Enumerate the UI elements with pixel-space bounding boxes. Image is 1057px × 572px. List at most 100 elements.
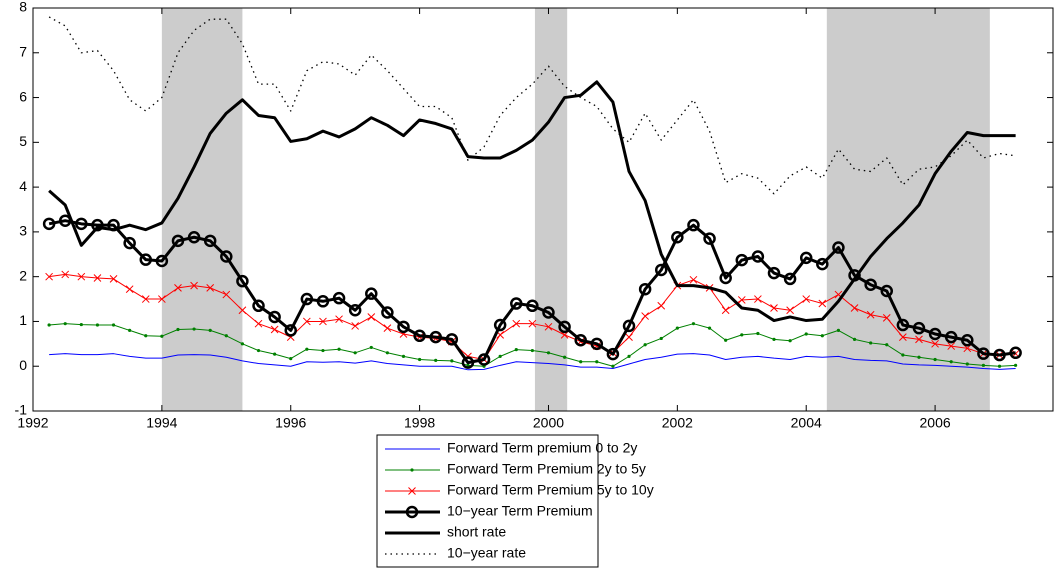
marker [63, 322, 67, 326]
y-tick-label: -1 [15, 402, 28, 418]
legend-label: 10−year rate [447, 545, 526, 561]
marker [562, 355, 567, 359]
marker [284, 324, 297, 337]
marker [965, 362, 969, 366]
marker [302, 317, 311, 326]
marker [316, 295, 330, 308]
y-tick-label: 4 [19, 178, 27, 194]
legend-swatch [405, 505, 419, 519]
marker [737, 296, 746, 304]
marker [79, 322, 83, 327]
series-line [49, 353, 1016, 371]
marker [751, 250, 765, 263]
marker [385, 351, 389, 355]
marker [401, 354, 406, 358]
marker [654, 263, 668, 277]
marker [820, 334, 824, 338]
marker [109, 275, 118, 283]
marker [786, 306, 794, 315]
marker [816, 257, 829, 271]
marker [981, 363, 986, 367]
series-line [48, 80, 1016, 323]
marker [671, 231, 684, 244]
marker [461, 356, 475, 369]
marker [369, 345, 373, 350]
marker [687, 218, 700, 232]
marker [866, 310, 875, 319]
series-line [48, 219, 1016, 365]
legend-label: 10−year Term Premium [447, 503, 593, 519]
marker [220, 250, 233, 263]
marker [864, 278, 877, 291]
marker [1009, 346, 1022, 360]
marker [300, 292, 314, 306]
marker [993, 348, 1006, 362]
marker [882, 314, 891, 322]
marker [335, 315, 343, 324]
marker [413, 329, 426, 343]
marker [896, 318, 910, 332]
legend-swatch [410, 468, 414, 472]
marker [770, 304, 778, 312]
marker [802, 295, 811, 303]
marker [832, 241, 845, 254]
marker [928, 327, 942, 341]
marker [836, 328, 841, 332]
marker [947, 342, 956, 350]
marker [348, 304, 362, 317]
marker [740, 333, 744, 337]
marker [268, 310, 281, 324]
marker [111, 323, 116, 327]
y-tick-label: 7 [19, 43, 27, 59]
marker [171, 234, 185, 248]
marker [238, 306, 247, 315]
marker [901, 353, 905, 357]
x-tick-label: 1996 [275, 415, 306, 431]
x-tick-label: 2002 [662, 415, 693, 431]
marker [818, 299, 827, 308]
marker [270, 325, 279, 334]
marker [512, 319, 521, 328]
marker [365, 287, 378, 300]
marker [353, 351, 357, 355]
marker [208, 328, 212, 332]
marker [627, 354, 631, 358]
marker [788, 339, 792, 343]
marker [595, 360, 599, 364]
marker [351, 322, 360, 330]
x-tick-label: 1994 [146, 415, 177, 431]
marker [611, 364, 615, 368]
marker [240, 342, 245, 346]
marker [128, 328, 132, 332]
marker [203, 234, 217, 248]
marker [256, 348, 261, 353]
marker [75, 217, 88, 231]
marker [289, 357, 293, 361]
legend-label: short rate [447, 524, 506, 540]
marker [61, 270, 70, 279]
marker [321, 348, 325, 353]
marker [381, 306, 394, 319]
marker [707, 326, 712, 330]
marker [187, 231, 201, 244]
marker [429, 330, 442, 344]
marker [606, 347, 620, 361]
marker [783, 272, 797, 286]
marker [622, 319, 636, 333]
x-tick-label: 2004 [791, 415, 822, 431]
marker [590, 337, 604, 351]
marker [544, 322, 553, 331]
marker [466, 363, 470, 367]
marker [638, 282, 652, 296]
marker [95, 323, 100, 327]
marker [949, 360, 953, 364]
marker [574, 334, 587, 347]
marker [933, 357, 937, 362]
marker [675, 326, 679, 330]
marker [418, 357, 422, 362]
marker [558, 320, 571, 334]
marker [526, 299, 539, 313]
marker [510, 297, 523, 310]
marker [477, 353, 491, 366]
